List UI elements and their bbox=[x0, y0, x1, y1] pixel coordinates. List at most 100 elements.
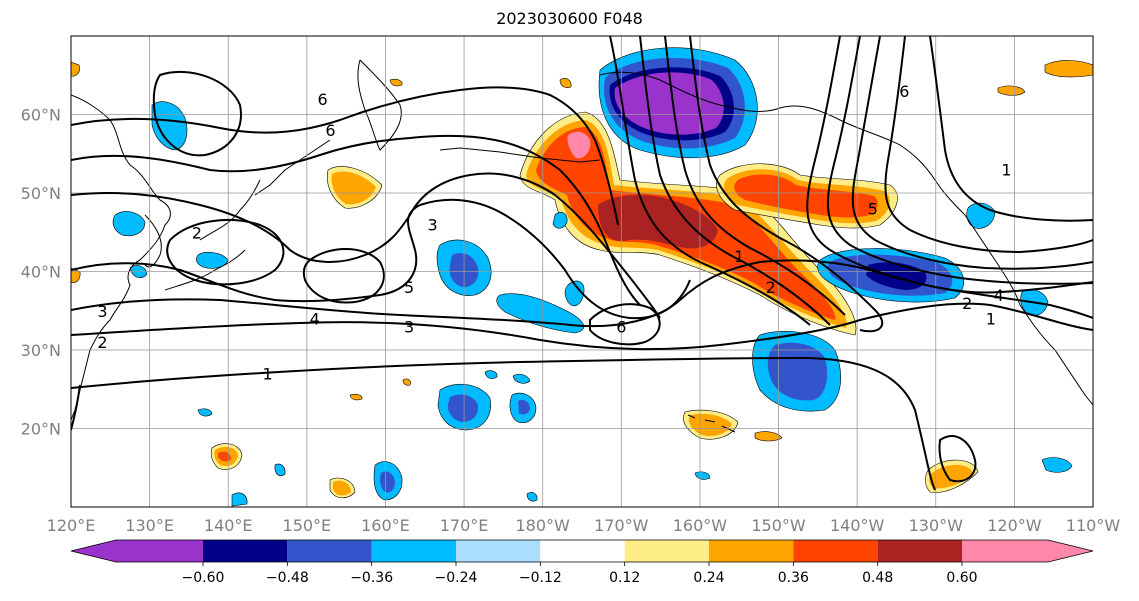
colorbar-label: −0.12 bbox=[519, 570, 562, 586]
lon-tick-label: 180°W bbox=[516, 516, 571, 535]
lon-tick-label: 120°W bbox=[987, 516, 1042, 535]
contour-label: 5 bbox=[404, 278, 414, 297]
contour-line bbox=[806, 36, 1093, 319]
colorbar-segment bbox=[540, 540, 625, 562]
contour-label: 2 bbox=[192, 223, 202, 242]
colorbar-label: −0.36 bbox=[350, 570, 393, 586]
colorbar-segment bbox=[371, 540, 456, 562]
contour-line bbox=[639, 36, 831, 326]
contour-label: 3 bbox=[404, 317, 414, 336]
lon-tick-label: 140°W bbox=[830, 516, 885, 535]
contour-line bbox=[71, 172, 661, 319]
lon-tick-label: 110°W bbox=[1066, 516, 1121, 535]
contour-label: 5 bbox=[868, 200, 878, 219]
coastline-japan bbox=[164, 179, 261, 291]
colorbar-label: −0.24 bbox=[435, 570, 478, 586]
colorbar-segment bbox=[456, 540, 541, 562]
contour-label: 6 bbox=[325, 121, 335, 140]
contour-line bbox=[71, 198, 691, 320]
contour-label: 2 bbox=[766, 278, 776, 297]
map-grid bbox=[70, 36, 1094, 507]
contour-layer bbox=[71, 36, 1093, 491]
lon-tick-label: 170°E bbox=[440, 516, 489, 535]
colorbar-label: −0.48 bbox=[266, 570, 309, 586]
contour-line bbox=[71, 86, 619, 226]
colorbar-label: 0.12 bbox=[609, 570, 640, 586]
contour-line bbox=[938, 435, 977, 483]
contour-line bbox=[851, 36, 1093, 270]
contour-label: 6 bbox=[899, 82, 909, 101]
lon-tick-label: 130°E bbox=[125, 516, 174, 535]
colorbar-segment bbox=[71, 540, 203, 562]
lat-tick-label: 50°N bbox=[21, 184, 61, 203]
coastline-korea bbox=[144, 214, 162, 268]
contour-label: 6 bbox=[616, 317, 626, 336]
contour-line bbox=[71, 134, 641, 306]
contour-line bbox=[302, 248, 385, 304]
colorbar: −0.60 −0.48 −0.36 −0.24 −0.12 0.12 0.24 0.36 0.4… bbox=[70, 539, 1094, 586]
lon-tick-label: 130°W bbox=[909, 516, 964, 535]
contour-label: 2 bbox=[97, 333, 107, 352]
coastline-alaska bbox=[599, 71, 966, 216]
latitude-tick-labels: 20°N 30°N 40°N 50°N 60°N bbox=[21, 106, 61, 439]
contour-label: 2 bbox=[962, 294, 972, 313]
longitude-tick-labels: 120°E 130°E 140°E 150°E 160°E 170°E 180°W 170°W… bbox=[47, 516, 1121, 535]
contour-label: 3 bbox=[97, 302, 107, 321]
contour-line bbox=[689, 36, 884, 333]
colorbar-label: 0.36 bbox=[778, 570, 809, 586]
map-frame bbox=[70, 35, 1094, 508]
contour-line bbox=[71, 356, 936, 491]
contour-label: 4 bbox=[994, 286, 1004, 305]
contour-label: 4 bbox=[310, 310, 320, 329]
colorbar-segment bbox=[624, 540, 709, 562]
anomaly-region-central-negative bbox=[436, 212, 585, 334]
colorbar-label: 0.60 bbox=[946, 570, 977, 586]
colorbar-segment bbox=[877, 540, 962, 562]
lon-tick-label: 160°E bbox=[361, 516, 410, 535]
lat-tick-label: 60°N bbox=[21, 106, 61, 125]
contour-label: 3 bbox=[428, 215, 438, 234]
colorbar-label: 0.48 bbox=[862, 570, 893, 586]
contour-line bbox=[929, 36, 1093, 222]
lon-tick-label: 140°E bbox=[204, 516, 253, 535]
lon-tick-label: 150°W bbox=[751, 516, 806, 535]
contour-line bbox=[884, 36, 1093, 254]
coastline-aleutians bbox=[439, 147, 601, 163]
coastline-asia bbox=[71, 94, 171, 421]
colorbar-segment bbox=[287, 540, 372, 562]
map-title: 2023030600 F048 bbox=[496, 9, 643, 28]
colorbar-outline bbox=[70, 539, 1094, 563]
contour-line bbox=[166, 219, 285, 286]
colorbar-segment bbox=[203, 540, 288, 562]
colorbar-extend-high bbox=[962, 540, 1093, 562]
lon-tick-label: 170°W bbox=[594, 516, 649, 535]
lat-tick-label: 30°N bbox=[21, 341, 61, 360]
coastline-kurils bbox=[254, 139, 331, 196]
contour-line bbox=[71, 302, 1093, 351]
anomaly-fill-layer bbox=[71, 47, 1093, 507]
anomaly-region-east-positive bbox=[716, 163, 898, 229]
colorbar-label: 0.24 bbox=[693, 570, 724, 586]
contour-line bbox=[589, 303, 661, 346]
coastline-layer bbox=[71, 59, 1093, 433]
contour-label: 1 bbox=[986, 310, 996, 329]
contour-line bbox=[609, 36, 811, 326]
anomaly-region-tropical-negative bbox=[112, 101, 1073, 507]
coastline-north-america bbox=[964, 214, 1093, 406]
contour-line bbox=[664, 36, 846, 316]
lon-tick-label: 160°W bbox=[673, 516, 728, 535]
lon-tick-label: 120°E bbox=[47, 516, 96, 535]
coastline-hawaii bbox=[687, 414, 736, 433]
colorbar-segment bbox=[709, 540, 794, 562]
contour-line bbox=[826, 36, 1093, 285]
contour-line bbox=[71, 384, 81, 431]
contour-line bbox=[152, 70, 242, 157]
colorbar-segment bbox=[793, 540, 878, 562]
contour-label: 1 bbox=[734, 247, 744, 266]
colorbar-label: −0.60 bbox=[182, 570, 225, 586]
coastline-kamchatka bbox=[357, 59, 402, 151]
contour-label: 1 bbox=[1001, 160, 1011, 179]
lat-tick-label: 20°N bbox=[21, 420, 61, 439]
